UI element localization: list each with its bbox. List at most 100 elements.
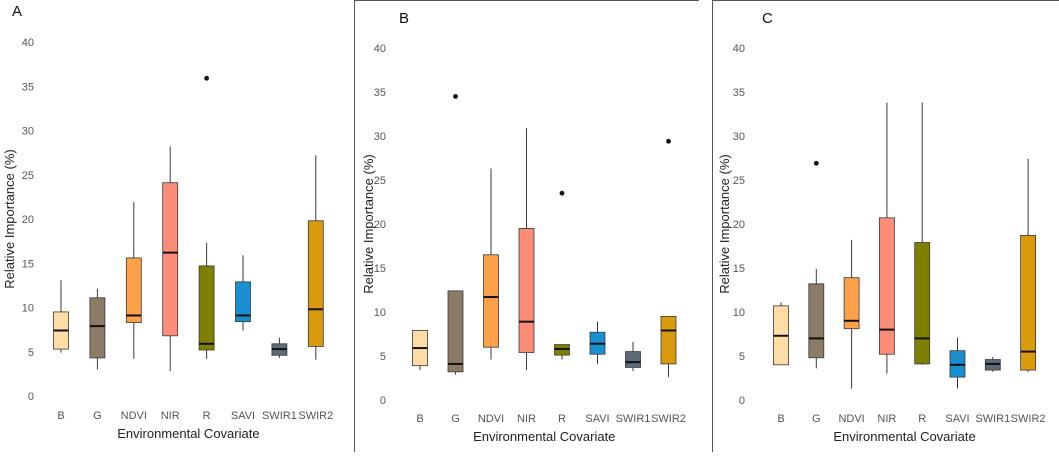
x-tick-label: B [416,413,423,425]
x-axis-title: Environmental Covariate [473,429,615,444]
y-tick-label: 0 [380,395,386,407]
box-b [53,280,69,353]
y-tick-label: 20 [22,214,34,226]
box-swir2 [1020,158,1037,372]
x-tick-label: R [203,410,211,422]
y-tick-label: 25 [733,175,745,187]
y-tick-label: 15 [22,258,34,270]
y-tick-label: 25 [374,175,386,187]
y-tick-label: 20 [374,219,386,231]
box-savi [235,255,251,331]
y-tick-label: 40 [22,37,34,49]
box-iqr [518,227,535,353]
panel-b: B 0 5 10 15 20 25 30 35 40 Relative Importance (%)… [354,0,699,452]
y-tick-label: 5 [380,351,386,363]
box-ndvi [843,239,860,389]
box-iqr [89,297,106,359]
y-tick-label: 30 [374,131,386,143]
y-tick-label: 10 [374,307,386,319]
y-tick-label: 10 [22,303,34,315]
box-nir [878,102,895,374]
y-tick-label: 25 [22,170,34,182]
panel-a: A 0 5 10 15 20 25 30 35 40 Relative Importance (%)… [0,0,337,452]
x-axis-title: Environmental Covariate [117,426,259,441]
box-iqr [125,257,142,323]
boxplot-chart-b: B 0 5 10 15 20 25 30 35 40 Relative Importance (%)… [361,10,686,444]
y-axis-title: Relative Importance (%) [2,149,17,288]
x-tick-label: NDVI [478,413,504,425]
y-tick-label: 20 [733,219,745,231]
y-tick-label: 40 [374,43,386,55]
box-ndvi [483,168,499,360]
y-tick-label: 35 [374,87,386,99]
panel-c: C 0 5 10 15 20 25 30 35 40 Relative Importance (%)… [712,0,1059,452]
box-iqr [660,315,677,365]
x-tick-label: NIR [517,413,536,425]
x-tick-label: G [93,410,102,422]
panel-label: C [762,10,773,27]
x-tick-label: SWIR1 [262,410,297,422]
box-swir1 [984,356,1001,372]
box-swir2 [307,155,324,360]
y-tick-label: 0 [739,395,745,407]
y-tick-label: 35 [22,81,34,93]
panel-label: B [399,10,409,27]
x-tick-label: SAVI [585,413,609,425]
box-b [412,330,428,371]
box-r [198,75,215,359]
box-iqr [162,182,179,337]
x-tick-label: B [777,413,784,425]
panel-label: A [12,3,22,20]
x-tick-label: NDVI [838,413,864,425]
x-tick-label: NIR [161,410,180,422]
box-g [447,94,464,375]
box-r [554,190,570,360]
outlier-point [813,160,819,166]
y-tick-label: 0 [28,391,34,403]
box-iqr [447,290,464,373]
box-iqr [198,265,215,351]
x-tick-label: SWIR2 [651,413,686,425]
box-r [914,102,931,365]
x-tick-label: SWIR1 [975,413,1010,425]
x-tick-label: SAVI [945,413,969,425]
box-savi [949,337,966,389]
x-axis-title: Environmental Covariate [833,429,975,444]
boxplot-chart-c: C 0 5 10 15 20 25 30 35 40 Relative Importance (%)… [717,10,1046,444]
box-iqr [914,242,931,365]
box-swir1 [271,337,288,358]
box-savi [589,321,606,364]
y-tick-label: 15 [733,263,745,275]
box-iqr [625,351,641,368]
outlier-point [559,190,565,196]
box-iqr [1020,235,1037,371]
x-tick-label: NDVI [121,410,147,422]
box-iqr [843,277,860,330]
box-nir [518,128,535,371]
outlier-point [453,94,458,99]
box-swir1 [625,341,641,371]
box-g [808,160,825,369]
box-swir2 [660,138,677,378]
box-ndvi [125,202,142,359]
y-tick-label: 35 [733,87,745,99]
x-tick-label: B [57,410,64,422]
y-axis-title: Relative Importance (%) [361,154,376,293]
y-tick-label: 15 [374,263,386,275]
x-tick-label: NIR [877,413,896,425]
x-tick-label: SWIR1 [616,413,651,425]
y-tick-label: 5 [28,347,34,359]
box-iqr [307,220,324,347]
outlier-point [204,75,210,81]
y-tick-label: 10 [733,307,745,319]
box-g [89,288,106,370]
outlier-point [666,138,671,144]
x-tick-label: SWIR2 [1011,413,1046,425]
x-tick-label: R [918,413,926,425]
boxplot-chart-a: A 0 5 10 15 20 25 30 35 40 Relative Importance (%)… [2,3,333,441]
x-tick-label: R [558,413,566,425]
box-b [773,302,789,366]
y-tick-label: 40 [733,43,745,55]
box-iqr [808,283,825,359]
x-tick-label: SAVI [231,410,255,422]
